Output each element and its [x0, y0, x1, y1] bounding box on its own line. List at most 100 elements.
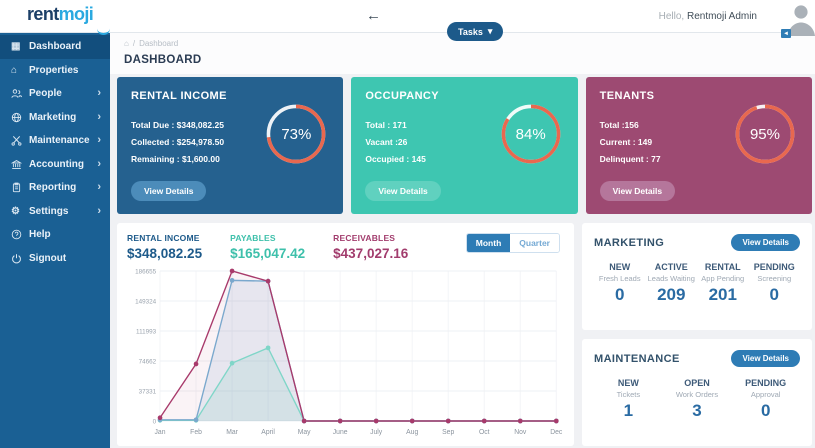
sidebar-item-properties[interactable]: ⌂ Properties	[0, 59, 110, 83]
stat-value: $348,082.25	[127, 246, 203, 261]
sidebar-item-label: Reporting	[29, 182, 77, 194]
svg-text:June: June	[333, 429, 348, 436]
user-greeting: Hello, Rentmoji Admin	[659, 11, 757, 22]
stat-value: 201	[708, 285, 737, 304]
svg-text:37331: 37331	[139, 388, 157, 395]
svg-text:Nov: Nov	[514, 429, 527, 436]
svg-text:Mar: Mar	[226, 429, 238, 436]
stat-sublabel: Leads Waiting	[647, 274, 695, 283]
donut-chart: 84%	[499, 102, 563, 166]
greeting-muted: Hello,	[658, 11, 685, 22]
svg-text:Dec: Dec	[550, 429, 563, 436]
chevron-right-icon: ›	[97, 87, 101, 100]
stat-new-leads: NEW Fresh Leads 0	[594, 262, 646, 305]
stat-pending-screening: PENDING Screening 0	[749, 262, 801, 305]
stat-active-leads: ACTIVE Leads Waiting 209	[646, 262, 698, 305]
breadcrumb-separator: /	[132, 39, 136, 48]
sidebar-item-accounting[interactable]: Accounting ›	[0, 153, 110, 177]
sidebar-item-marketing[interactable]: Marketing ›	[0, 106, 110, 130]
chevron-right-icon: ›	[97, 157, 101, 170]
logo-text-moji: moji	[58, 4, 94, 24]
card-title: OCCUPANCY	[365, 90, 440, 102]
logo-smile-icon	[97, 28, 110, 35]
sidebar-item-label: Signout	[29, 252, 67, 264]
marketing-stats: NEW Fresh Leads 0 ACTIVE Leads Waiting 2…	[594, 262, 800, 305]
view-details-button[interactable]: View Details	[365, 181, 441, 201]
tasks-button[interactable]: Tasks ▾	[447, 22, 504, 41]
payables-stat: PAYABLES $165,047.42	[230, 233, 305, 261]
card-title: TENANTS	[599, 90, 655, 102]
grid-icon: ▦	[11, 41, 21, 53]
sidebar-item-people[interactable]: People ›	[0, 82, 110, 106]
stat-sublabel: Fresh Leads	[598, 274, 641, 283]
stat-open-work-orders: OPEN Work Orders 3	[663, 378, 732, 421]
view-details-button[interactable]: View Details	[131, 181, 207, 201]
stat-label: NEW	[609, 262, 631, 272]
sidebar-item-label: People	[29, 88, 62, 100]
svg-text:111993: 111993	[136, 328, 157, 335]
sidebar-item-maintenance[interactable]: Maintenance ›	[0, 129, 110, 153]
stat-label: NEW	[617, 378, 639, 388]
stat-new-tickets: NEW Tickets 1	[594, 378, 663, 421]
sidebar-item-reporting[interactable]: Reporting ›	[0, 176, 110, 200]
view-details-button[interactable]: View Details	[731, 234, 800, 251]
scissors-icon	[11, 135, 29, 146]
toggle-quarter[interactable]: Quarter	[510, 234, 559, 252]
sidebar-item-label: Settings	[29, 205, 69, 217]
tasks-label: Tasks	[458, 26, 483, 37]
stat-line: Vacant :26	[365, 137, 408, 147]
sidebar-item-label: Properties	[29, 64, 79, 76]
globe-icon	[11, 112, 29, 123]
stat-label: RENTAL	[704, 262, 741, 272]
donut-ring	[735, 104, 795, 164]
stat-line: Collected : $254,978.50	[131, 137, 225, 147]
sidebar-item-dashboard[interactable]: ▦ Dashboard	[0, 35, 110, 59]
card-stats: Total :156 Current : 149 Delinquent : 77	[600, 117, 798, 168]
stat-line: Total Due : $348,082.25	[131, 120, 224, 130]
tenants-card: TENANTS Total :156 Current : 149 Delinqu…	[585, 77, 812, 214]
occupancy-card: OCCUPANCY Total : 171 Vacant :26 Occupie…	[351, 77, 578, 214]
svg-text:Feb: Feb	[190, 429, 202, 436]
stat-line: Remaining : $1,600.00	[131, 154, 220, 164]
stat-value: 209	[657, 285, 686, 304]
stat-label: OPEN	[684, 378, 710, 388]
sidebar-item-help[interactable]: Help	[0, 223, 110, 247]
view-details-button[interactable]: View Details	[731, 350, 800, 367]
sidebar-item-settings[interactable]: ⚙ Settings ›	[0, 200, 110, 224]
toggle-month[interactable]: Month	[466, 234, 511, 252]
stat-line: Delinquent : 77	[599, 154, 661, 164]
avatar-silhouette-icon	[788, 5, 815, 36]
bottom-row: RENTAL INCOME $348,082.25 PAYABLES $165,…	[110, 214, 815, 446]
stat-sublabel: Tickets	[616, 390, 641, 399]
sidebar: ▦ Dashboard ⌂ Properties People › Market…	[0, 32, 110, 448]
stat-label: PAYABLES	[230, 233, 276, 243]
stat-sublabel: Approval	[750, 390, 781, 399]
topbar: rentmoji ← Hello, Rentmoji Admin ◄	[0, 0, 815, 38]
stat-label: PENDING	[753, 262, 795, 272]
stat-line: Current : 149	[599, 137, 653, 147]
breadcrumb-current[interactable]: Dashboard	[139, 39, 179, 48]
sidebar-item-label: Marketing	[29, 111, 77, 123]
stat-line: Occupied : 145	[365, 154, 426, 164]
rental-line-chart: 0 37331 74662 111993 149324 186655 Jan Feb Mar Ap…	[135, 268, 563, 436]
bank-icon	[11, 159, 29, 170]
financials-chart-panel: RENTAL INCOME $348,082.25 PAYABLES $165,…	[117, 223, 574, 446]
stat-value: 0	[769, 285, 779, 304]
sidebar-item-signout[interactable]: Signout	[0, 247, 110, 271]
summary-cards-row: RENTAL INCOME Total Due : $348,082.25 Co…	[110, 74, 815, 214]
avatar[interactable]: ◄	[781, 1, 815, 38]
back-arrow-icon[interactable]: ←	[366, 7, 381, 24]
panel-title: MAINTENANCE	[594, 352, 680, 365]
donut-ring	[266, 104, 326, 164]
avatar-dropdown-badge[interactable]: ◄	[781, 29, 791, 38]
chevron-right-icon: ›	[97, 181, 101, 194]
donut-percent-label: 84%	[515, 125, 546, 143]
card-stats: Total Due : $348,082.25 Collected : $254…	[131, 117, 329, 168]
panel-title: MARKETING	[594, 236, 665, 249]
period-toggle: Month Quarter	[465, 233, 560, 253]
view-details-button[interactable]: View Details	[599, 181, 676, 201]
home-icon[interactable]: ⌂	[124, 39, 129, 48]
rental-income-card: RENTAL INCOME Total Due : $348,082.25 Co…	[117, 77, 344, 214]
stat-label: RENTAL INCOME	[127, 233, 200, 243]
svg-text:April: April	[261, 429, 275, 436]
